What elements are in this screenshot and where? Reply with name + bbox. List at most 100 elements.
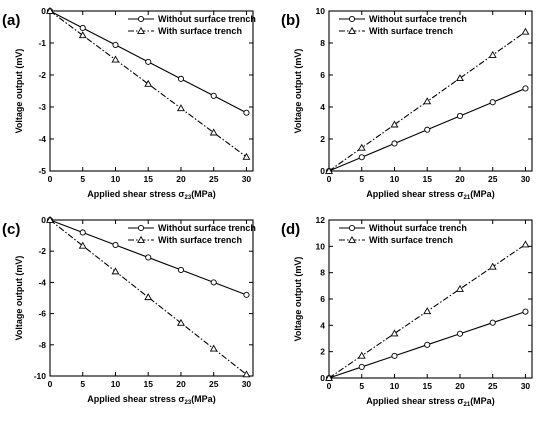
y-tick-label: 8	[320, 268, 325, 278]
y-axis-title: Voltage output (mV)	[293, 49, 303, 134]
panel-4: (d) 0 5 10 15 20 25 30 0 2 4 6 8 10 12 Applied shear st…	[281, 215, 533, 408]
data-point-triangle	[357, 143, 366, 151]
data-point-circle	[489, 319, 496, 326]
y-tick-label: 2	[320, 347, 325, 357]
data-point-triangle	[390, 329, 399, 337]
x-tick-label: 20	[455, 381, 465, 391]
data-point-triangle	[209, 344, 218, 352]
panel-1: (a) 0 5 10 15 20 25 30 -5 -4 -3 -2 -1 0 Applied shear …	[2, 6, 256, 201]
data-point-triangle	[78, 241, 87, 249]
data-point-triangle	[144, 293, 153, 301]
data-point-circle	[358, 363, 365, 370]
y-tick-label: 8	[320, 38, 325, 48]
data-point-circle	[145, 254, 152, 261]
data-point-triangle	[111, 55, 120, 63]
plot-frame	[49, 219, 254, 377]
data-point-triangle	[423, 307, 432, 315]
data-point-circle	[424, 126, 431, 133]
data-point-triangle	[455, 284, 464, 292]
data-point-circle	[210, 279, 217, 286]
data-point-triangle	[78, 31, 87, 39]
data-point-triangle	[144, 79, 153, 87]
panel-label: (c)	[2, 221, 20, 238]
data-point-circle	[522, 308, 529, 315]
y-tick-label: -2	[38, 246, 46, 256]
y-tick-label: 4	[320, 320, 325, 330]
y-tick-label: 0	[41, 215, 46, 225]
legend-marker-triangle	[137, 26, 145, 34]
legend-label: Without surface trench	[158, 223, 256, 233]
data-point-triangle	[521, 240, 530, 248]
x-tick-label: 0	[48, 379, 53, 389]
data-point-circle	[145, 58, 152, 65]
data-point-circle	[210, 92, 217, 99]
data-point-triangle	[111, 267, 120, 275]
data-point-triangle	[46, 6, 54, 14]
y-tick-label: -4	[38, 134, 46, 144]
legend-marker-triangle	[348, 235, 356, 243]
data-point-triangle	[488, 262, 497, 270]
x-axis-title: Applied shear stress σ21(MPa)	[366, 396, 494, 408]
panel-3: (c) 0 5 10 15 20 25 30 -10 -8 -6 -4 -2 0 Applied shear…	[2, 215, 256, 406]
legend-label: Without surface trench	[369, 223, 467, 233]
x-axis-title: Applied shear stress σ23(MPa)	[87, 394, 215, 406]
data-point-triangle	[521, 27, 530, 35]
legend-label: With surface trench	[158, 26, 242, 36]
y-tick-label: -1	[38, 38, 46, 48]
legend-label: Without surface trench	[369, 14, 467, 24]
data-point-circle	[177, 75, 185, 82]
legend-marker-circle	[137, 224, 145, 232]
y-axis-title: Voltage output (mV)	[14, 49, 24, 134]
data-point-circle	[243, 291, 250, 298]
legend-label: With surface trench	[369, 235, 453, 245]
data-point-circle	[391, 140, 398, 147]
y-tick-label: 0	[41, 6, 46, 16]
data-point-circle	[456, 330, 464, 337]
data-point-triangle	[488, 50, 497, 58]
data-point-triangle	[423, 97, 432, 105]
data-point-triangle	[46, 215, 54, 223]
data-point-circle	[112, 41, 119, 48]
data-point-circle	[79, 24, 86, 32]
x-tick-label: 15	[422, 381, 432, 391]
data-point-triangle	[325, 373, 333, 381]
data-point-circle	[112, 241, 119, 249]
data-point-triangle	[176, 104, 185, 112]
y-axis-title: Voltage output (mV)	[293, 257, 303, 342]
legend-marker-triangle	[348, 26, 356, 34]
data-point-triangle	[325, 166, 333, 174]
y-tick-label: 0	[320, 373, 325, 383]
x-tick-label: 20	[176, 174, 186, 184]
x-tick-label: 30	[242, 174, 252, 184]
y-tick-label: 10	[316, 241, 326, 251]
x-tick-label: 25	[209, 379, 219, 389]
x-tick-label: 5	[80, 379, 85, 389]
y-tick-label: 6	[320, 70, 325, 80]
y-tick-label: -8	[38, 340, 46, 350]
data-point-triangle	[455, 74, 464, 82]
x-tick-label: 0	[327, 381, 332, 391]
legend-label: With surface trench	[158, 235, 242, 245]
y-tick-label: 10	[316, 6, 326, 16]
data-point-circle	[79, 229, 86, 236]
legend-label: With surface trench	[369, 26, 453, 36]
data-point-triangle	[242, 152, 251, 160]
data-point-circle	[522, 85, 529, 92]
x-tick-label: 25	[209, 174, 219, 184]
y-tick-label: 0	[320, 166, 325, 176]
x-tick-label: 15	[422, 174, 432, 184]
x-tick-label: 5	[359, 381, 364, 391]
x-tick-label: 5	[359, 174, 364, 184]
y-tick-label: -4	[38, 277, 46, 287]
x-tick-label: 5	[80, 174, 85, 184]
y-tick-label: -2	[38, 70, 46, 80]
legend-marker-circle	[348, 224, 356, 232]
x-tick-label: 30	[242, 379, 252, 389]
data-point-circle	[177, 266, 185, 273]
x-axis-title: Applied shear stress σ21(MPa)	[366, 189, 494, 201]
x-tick-label: 30	[521, 174, 531, 184]
data-point-circle	[424, 341, 431, 348]
data-point-circle	[243, 109, 250, 116]
x-tick-label: 20	[455, 174, 465, 184]
legend-marker-circle	[137, 15, 145, 23]
